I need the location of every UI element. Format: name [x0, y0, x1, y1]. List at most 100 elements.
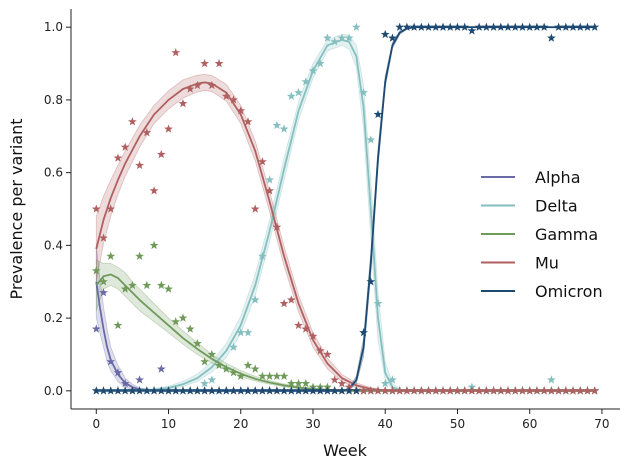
point-mu	[359, 386, 368, 395]
point-omicron	[91, 386, 101, 395]
point-omicron	[568, 22, 578, 31]
point-mu	[366, 386, 376, 395]
point-omicron	[286, 386, 296, 395]
point-omicron	[366, 277, 376, 286]
point-mu	[120, 142, 130, 151]
point-omicron	[525, 22, 535, 31]
point-mu	[431, 386, 441, 395]
point-omicron	[214, 386, 224, 395]
point-gamma	[128, 280, 137, 290]
point-delta	[308, 66, 318, 75]
point-mu	[554, 386, 563, 395]
x-tick-label: 20	[233, 417, 248, 431]
point-gamma	[250, 364, 260, 373]
point-mu	[200, 58, 210, 68]
point-omicron	[547, 33, 556, 42]
point-mu	[424, 386, 433, 395]
x-tick-label: 70	[594, 417, 609, 431]
point-omicron	[113, 386, 123, 395]
point-gamma	[171, 317, 181, 326]
point-omicron	[518, 22, 527, 31]
point-omicron	[416, 22, 426, 31]
point-omicron	[388, 33, 397, 42]
point-omicron	[453, 22, 462, 31]
point-omicron	[315, 386, 325, 395]
point-omicron	[510, 22, 520, 31]
point-gamma	[294, 378, 303, 388]
point-delta	[236, 328, 246, 337]
point-gamma	[164, 284, 173, 293]
point-mu	[380, 386, 390, 395]
point-omicron	[265, 386, 275, 395]
point-mu	[575, 386, 585, 395]
point-omicron	[308, 386, 318, 395]
point-omicron	[590, 22, 600, 31]
point-delta	[388, 375, 397, 384]
point-omicron	[395, 22, 405, 31]
point-omicron	[156, 386, 166, 395]
point-mu	[106, 204, 116, 213]
point-mu	[518, 386, 527, 395]
point-omicron	[489, 22, 498, 31]
point-omicron	[496, 22, 506, 31]
point-omicron	[474, 22, 484, 31]
x-tick-label: 60	[522, 417, 537, 431]
x-tick-label: 30	[305, 417, 320, 431]
point-omicron	[351, 386, 361, 395]
point-mu	[438, 386, 448, 395]
band-omicron	[96, 26, 595, 392]
point-gamma	[106, 251, 116, 260]
legend-label-gamma: Gamma	[535, 225, 598, 244]
point-mu	[315, 346, 325, 355]
point-mu	[590, 386, 600, 395]
point-mu	[279, 298, 289, 308]
y-tick-label: 0.6	[44, 166, 63, 180]
point-mu	[525, 386, 535, 395]
point-delta	[286, 91, 296, 100]
point-gamma	[236, 371, 246, 380]
point-delta	[359, 88, 368, 97]
point-alpha	[106, 357, 116, 366]
point-omicron	[431, 22, 441, 31]
point-delta	[200, 378, 210, 388]
point-omicron	[236, 386, 246, 395]
point-omicron	[323, 386, 332, 395]
point-gamma	[207, 349, 217, 359]
point-gamma	[258, 371, 267, 380]
point-alpha	[113, 368, 123, 377]
point-omicron	[467, 26, 477, 35]
point-delta	[344, 33, 354, 42]
point-mu	[142, 128, 152, 137]
point-mu	[489, 386, 498, 395]
point-mu	[272, 222, 282, 231]
point-mu	[149, 186, 159, 195]
point-mu	[583, 386, 592, 395]
point-delta	[229, 342, 238, 351]
point-omicron	[272, 386, 282, 395]
point-omicron	[460, 22, 470, 31]
point-mu	[330, 375, 340, 384]
point-delta	[380, 378, 390, 388]
point-gamma	[91, 266, 101, 275]
point-gamma	[185, 324, 195, 333]
legend-label-delta: Delta	[535, 197, 578, 216]
point-mu	[164, 124, 173, 133]
point-omicron	[445, 22, 455, 31]
confidence-bands	[95, 26, 595, 392]
point-omicron	[258, 386, 267, 395]
point-omicron	[344, 386, 354, 395]
band-gamma	[95, 259, 595, 392]
point-alpha	[120, 378, 130, 388]
point-omicron	[243, 386, 253, 395]
point-delta	[330, 37, 340, 46]
legend: Alpha Delta Gamma Mu Omicron	[481, 168, 603, 301]
point-omicron	[337, 386, 347, 395]
point-omicron	[359, 328, 368, 337]
point-mu	[91, 204, 101, 213]
point-omicron	[250, 386, 260, 395]
point-gamma	[286, 378, 296, 388]
point-mu	[178, 98, 188, 108]
point-gamma	[200, 357, 210, 366]
point-omicron	[583, 22, 592, 31]
point-omicron	[193, 386, 202, 395]
